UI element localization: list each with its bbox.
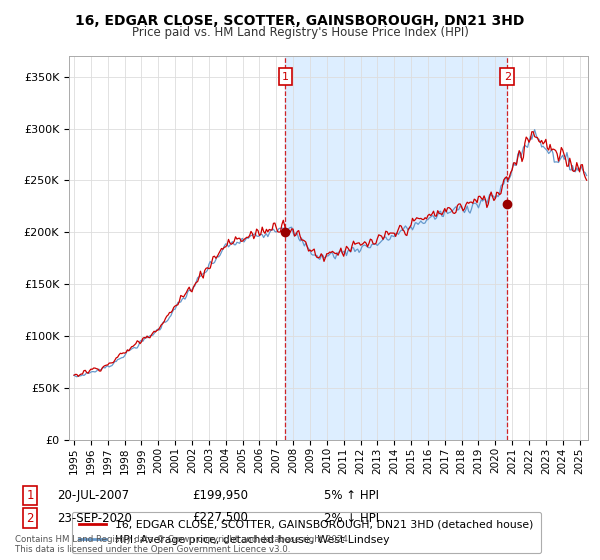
Bar xyxy=(286,56,507,440)
Text: Contains HM Land Registry data © Crown copyright and database right 2024.
This d: Contains HM Land Registry data © Crown c… xyxy=(15,535,350,554)
Text: £227,500: £227,500 xyxy=(192,511,248,525)
Text: 5% ↑ HPI: 5% ↑ HPI xyxy=(324,489,379,502)
Text: 1: 1 xyxy=(282,72,289,82)
Text: 1: 1 xyxy=(26,489,34,502)
Text: £199,950: £199,950 xyxy=(192,489,248,502)
Text: 20-JUL-2007: 20-JUL-2007 xyxy=(57,489,129,502)
Text: 23-SEP-2020: 23-SEP-2020 xyxy=(57,511,132,525)
Text: 16, EDGAR CLOSE, SCOTTER, GAINSBOROUGH, DN21 3HD: 16, EDGAR CLOSE, SCOTTER, GAINSBOROUGH, … xyxy=(76,14,524,28)
Text: Price paid vs. HM Land Registry's House Price Index (HPI): Price paid vs. HM Land Registry's House … xyxy=(131,26,469,39)
Legend: 16, EDGAR CLOSE, SCOTTER, GAINSBOROUGH, DN21 3HD (detached house), HPI: Average : 16, EDGAR CLOSE, SCOTTER, GAINSBOROUGH, … xyxy=(72,512,541,553)
Text: 2: 2 xyxy=(503,72,511,82)
Text: 2% ↓ HPI: 2% ↓ HPI xyxy=(324,511,379,525)
Text: 2: 2 xyxy=(26,511,34,525)
